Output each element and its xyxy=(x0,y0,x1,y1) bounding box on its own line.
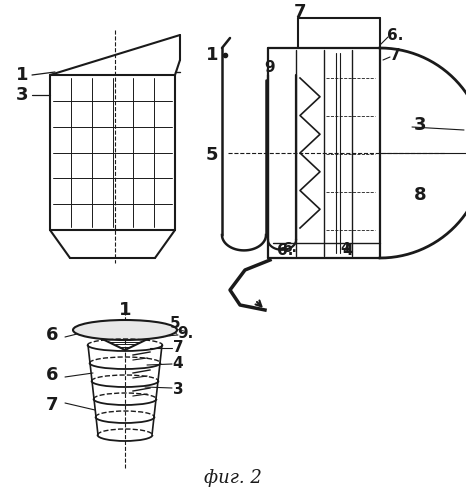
Text: 6: 6 xyxy=(46,326,58,344)
Text: фиг. 2: фиг. 2 xyxy=(204,469,262,487)
Text: 7: 7 xyxy=(46,396,58,414)
Text: 3: 3 xyxy=(16,86,28,104)
Text: 4: 4 xyxy=(343,243,353,257)
Text: 6.: 6. xyxy=(277,243,293,257)
Text: 1: 1 xyxy=(16,66,28,84)
Text: 7: 7 xyxy=(173,339,183,354)
Text: 6.: 6. xyxy=(387,27,403,42)
Text: 1: 1 xyxy=(206,46,218,64)
Text: 4: 4 xyxy=(340,241,350,255)
Text: 3: 3 xyxy=(173,383,183,398)
Text: 6.: 6. xyxy=(282,241,297,255)
Ellipse shape xyxy=(73,320,177,340)
Text: 5: 5 xyxy=(170,315,180,330)
Text: 9: 9 xyxy=(265,59,275,74)
Text: 1: 1 xyxy=(119,301,131,319)
Text: 3: 3 xyxy=(414,116,426,134)
Text: 7: 7 xyxy=(390,47,400,62)
Text: 6: 6 xyxy=(46,366,58,384)
Text: 8: 8 xyxy=(414,186,426,204)
Text: 7: 7 xyxy=(294,3,306,21)
Text: 4: 4 xyxy=(173,355,183,370)
Text: 5: 5 xyxy=(206,146,218,164)
Text: 9.: 9. xyxy=(177,325,193,340)
